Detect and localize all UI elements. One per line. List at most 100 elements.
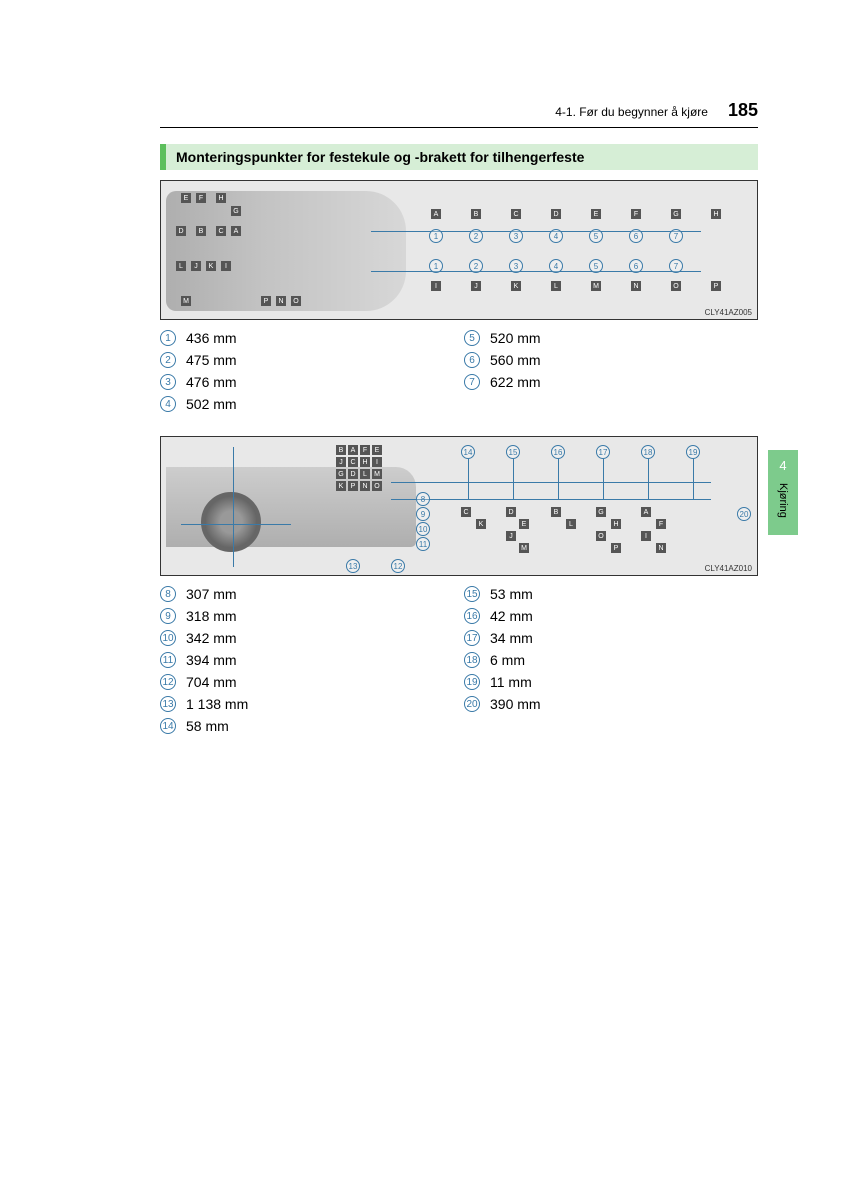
marker-letter-H: H: [711, 209, 721, 219]
dimension-marker-10: 10: [416, 522, 430, 536]
wheel-icon: [201, 492, 261, 552]
marker-letter-D: D: [348, 469, 358, 479]
marker-letter-M: M: [181, 296, 191, 306]
marker-letter-E: E: [519, 519, 529, 529]
legend-marker-4: 4: [160, 396, 176, 412]
marker-letter-M: M: [519, 543, 529, 553]
marker-letter-C: C: [348, 457, 358, 467]
legend-value: 1 138 mm: [186, 696, 248, 712]
chapter-tab-label: Kjøring: [777, 483, 789, 518]
legend-marker-13: 13: [160, 696, 176, 712]
marker-letter-E: E: [372, 445, 382, 455]
dimension-line: [391, 482, 711, 483]
legend-item: 9318 mm: [160, 608, 454, 624]
diagram-code-2: CLY41AZ010: [705, 564, 752, 573]
marker-letter-L: L: [360, 469, 370, 479]
marker-letter-L: L: [176, 261, 186, 271]
marker-letter-J: J: [506, 531, 516, 541]
legend-item: 16 42 mm: [464, 608, 758, 624]
dimension-line: [468, 459, 469, 499]
dimension-line: [371, 231, 701, 232]
legend-value: 11 mm: [490, 674, 532, 690]
dimension-marker-16: 16: [551, 445, 565, 459]
legend-item: 6560 mm: [464, 352, 758, 368]
chapter-tab-number: 4: [779, 458, 786, 473]
dimension-marker-3: 3: [509, 259, 523, 273]
legend-item: 3476 mm: [160, 374, 454, 390]
marker-letter-L: L: [566, 519, 576, 529]
chapter-tab: 4 Kjøring: [768, 450, 798, 535]
legend-group-1: 1436 mm2475 mm3476 mm4502 mm 5520 mm6560…: [160, 330, 758, 418]
legend-marker-7: 7: [464, 374, 480, 390]
legend-item: 1911 mm: [464, 674, 758, 690]
marker-letter-L: L: [551, 281, 561, 291]
marker-letter-O: O: [372, 481, 382, 491]
legend-value: 34 mm: [490, 630, 533, 646]
legend-value: 58 mm: [186, 718, 229, 734]
marker-letter-O: O: [596, 531, 606, 541]
marker-letter-E: E: [591, 209, 601, 219]
marker-letter-A: A: [431, 209, 441, 219]
dimension-marker-15: 15: [506, 445, 520, 459]
dimension-marker-1: 1: [429, 229, 443, 243]
dimension-line: [603, 459, 604, 499]
legend-item: 1553 mm: [464, 586, 758, 602]
marker-letter-F: F: [196, 193, 206, 203]
marker-letter-I: I: [221, 261, 231, 271]
dimension-marker-12: 12: [391, 559, 405, 573]
legend-1-left-column: 1436 mm2475 mm3476 mm4502 mm: [160, 330, 454, 418]
dimension-marker-7: 7: [669, 259, 683, 273]
dimension-marker-1: 1: [429, 259, 443, 273]
marker-letter-J: J: [471, 281, 481, 291]
marker-letter-G: G: [596, 507, 606, 517]
dimension-marker-13: 13: [346, 559, 360, 573]
legend-2-left-column: 8307 mm9318 mm10342 mm11394 mm12704 mm13…: [160, 586, 454, 740]
marker-letter-M: M: [591, 281, 601, 291]
dimension-marker-20: 20: [737, 507, 751, 521]
diagram-top-view: CLY41AZ005 ABCDEFGH12345671234567IJKLMNO…: [160, 180, 758, 320]
legend-value: 436 mm: [186, 330, 237, 346]
dimension-marker-11: 11: [416, 537, 430, 551]
marker-letter-F: F: [656, 519, 666, 529]
dimension-line: [181, 524, 291, 525]
legend-item: 8307 mm: [160, 586, 454, 602]
legend-value: 53 mm: [490, 586, 533, 602]
legend-marker-17: 17: [464, 630, 480, 646]
legend-1-right-column: 5520 mm6560 mm7622 mm: [464, 330, 758, 418]
legend-2-right-column: 1553 mm 16 42 mm 17 34 mm 186 mm 1911 mm 20390 …: [464, 586, 758, 740]
marker-letter-G: G: [231, 206, 241, 216]
legend-marker-6: 6: [464, 352, 480, 368]
marker-letter-D: D: [176, 226, 186, 236]
dimension-marker-2: 2: [469, 259, 483, 273]
legend-value: 394 mm: [186, 652, 237, 668]
legend-marker-12: 12: [160, 674, 176, 690]
legend-item: 186 mm: [464, 652, 758, 668]
marker-letter-I: I: [372, 457, 382, 467]
page-header: 4-1. Før du begynner å kjøre 185: [160, 100, 758, 121]
diagram-code-1: CLY41AZ005: [705, 308, 752, 317]
legend-value: 390 mm: [490, 696, 541, 712]
marker-letter-G: G: [336, 469, 346, 479]
dimension-marker-4: 4: [549, 229, 563, 243]
marker-letter-F: F: [360, 445, 370, 455]
marker-letter-B: B: [471, 209, 481, 219]
legend-marker-18: 18: [464, 652, 480, 668]
marker-letter-A: A: [348, 445, 358, 455]
legend-item: 20390 mm: [464, 696, 758, 712]
legend-value: 502 mm: [186, 396, 237, 412]
dimension-marker-8: 8: [416, 492, 430, 506]
section-reference: 4-1. Før du begynner å kjøre: [555, 105, 708, 119]
dimension-marker-6: 6: [629, 229, 643, 243]
marker-letter-O: O: [291, 296, 301, 306]
marker-letter-B: B: [551, 507, 561, 517]
marker-letter-N: N: [360, 481, 370, 491]
legend-value: 42 mm: [490, 608, 533, 624]
legend-marker-16: 16: [464, 608, 480, 624]
marker-letter-E: E: [181, 193, 191, 203]
marker-letter-P: P: [261, 296, 271, 306]
marker-letter-G: G: [671, 209, 681, 219]
legend-value: 704 mm: [186, 674, 237, 690]
marker-letter-H: H: [216, 193, 226, 203]
marker-letter-K: K: [336, 481, 346, 491]
legend-item: 10342 mm: [160, 630, 454, 646]
